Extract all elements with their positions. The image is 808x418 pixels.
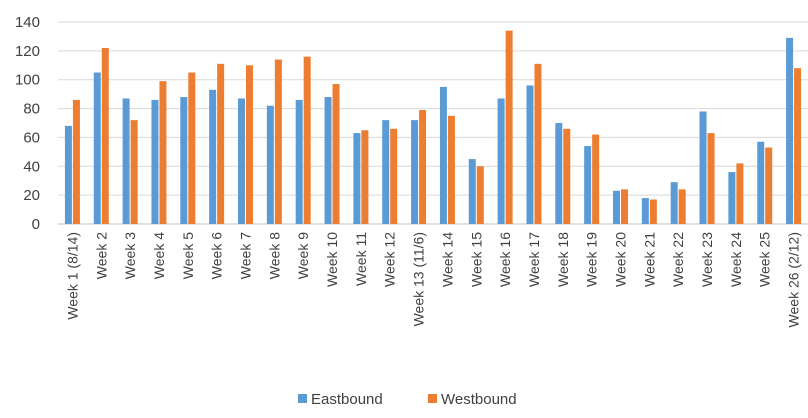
x-tick-label: Week 16	[497, 232, 513, 287]
y-tick-label: 100	[15, 72, 40, 89]
legend-label-eastbound: Eastbound	[311, 391, 383, 408]
bar-westbound	[765, 147, 773, 224]
y-tick-label: 140	[15, 14, 40, 31]
bar-westbound	[534, 63, 542, 224]
x-tick-label: Week 22	[670, 232, 686, 287]
y-tick-label: 120	[15, 43, 40, 60]
bar-eastbound	[584, 146, 592, 224]
bar-eastbound	[64, 125, 72, 224]
x-tick-label: Week 17	[526, 232, 542, 287]
bar-eastbound	[641, 198, 649, 224]
x-tick-label: Week 26 (2/12)	[786, 232, 802, 327]
bar-eastbound	[728, 172, 736, 224]
bar-westbound	[736, 163, 744, 224]
bar-westbound	[101, 47, 109, 224]
legend-swatch-eastbound	[298, 394, 307, 403]
x-tick-label: Week 6	[209, 232, 225, 279]
y-tick-label: 20	[23, 187, 40, 204]
x-tick-label: Week 23	[699, 232, 715, 287]
bar-eastbound	[151, 99, 159, 224]
x-tick-label: Week 13 (11/6)	[411, 232, 427, 326]
x-tick-label: Week 8	[266, 232, 282, 279]
bar-eastbound	[439, 86, 447, 224]
bar-westbound	[303, 56, 311, 224]
x-tick-label: Week 2	[93, 232, 109, 279]
x-axis: Week 1 (8/14) Week 2 Week 3 Week 4 Week 5 Wee…	[64, 232, 801, 328]
x-tick-label: Week 4	[151, 232, 167, 279]
x-tick-label: Week 12	[382, 232, 398, 287]
bar-eastbound	[468, 159, 476, 224]
bar-westbound	[447, 115, 455, 224]
bar-eastbound	[238, 98, 245, 224]
bar-eastbound	[382, 120, 390, 224]
bar-eastbound	[266, 105, 274, 224]
x-tick-label: Week 1 (8/14)	[64, 232, 80, 320]
bar-westbound	[476, 166, 484, 224]
bar-eastbound	[526, 85, 534, 224]
legend-swatch-westbound	[428, 394, 437, 403]
bar-westbound	[678, 189, 686, 224]
bar-eastbound	[353, 133, 361, 224]
bar-westbound	[159, 81, 167, 225]
bar-westbound	[130, 120, 138, 224]
bar-eastbound	[757, 141, 765, 224]
x-tick-label: Week 24	[728, 232, 744, 287]
bar-eastbound	[295, 99, 303, 224]
bar-eastbound	[324, 97, 332, 224]
bar-eastbound	[209, 89, 217, 224]
bar-eastbound	[93, 72, 101, 224]
bar-westbound	[274, 59, 282, 225]
bar-westbound	[794, 68, 802, 225]
bar-eastbound	[411, 120, 419, 224]
x-tick-label: Week 10	[324, 232, 340, 287]
bar-eastbound	[122, 98, 130, 224]
bar-westbound	[332, 84, 340, 225]
x-tick-label: Week 5	[180, 232, 196, 279]
y-tick-label: 0	[32, 216, 40, 233]
bar-eastbound	[497, 98, 505, 224]
bar-westbound	[217, 63, 225, 224]
y-tick-label: 80	[23, 101, 40, 118]
bar-westbound	[592, 134, 600, 224]
y-tick-label: 40	[23, 158, 40, 175]
legend-label-westbound: Westbound	[441, 391, 517, 408]
x-tick-label: Week 7	[238, 232, 254, 279]
x-tick-label: Week 9	[295, 232, 311, 279]
bar-westbound	[361, 130, 369, 224]
bar-westbound	[188, 72, 196, 224]
y-axis: 0 20 40 60 80 100 120 140	[15, 14, 40, 233]
bar-westbound	[649, 199, 657, 224]
x-tick-label: Week 15	[468, 232, 484, 287]
y-tick-label: 60	[23, 129, 40, 146]
bar-westbound	[246, 65, 253, 225]
x-tick-label: Week 20	[613, 232, 629, 287]
bar-eastbound	[613, 190, 620, 224]
bar-westbound	[505, 30, 513, 225]
x-tick-label: Week 21	[641, 232, 657, 287]
x-tick-label: Week 25	[757, 232, 773, 287]
bar-westbound	[707, 133, 715, 224]
x-tick-label: Week 19	[584, 232, 600, 287]
bar-westbound	[72, 99, 80, 224]
x-tick-label: Week 14	[439, 232, 455, 287]
bar-eastbound	[555, 123, 563, 224]
bar-eastbound	[699, 111, 707, 224]
bar-westbound	[621, 189, 628, 224]
legend: Eastbound Westbound	[298, 391, 517, 408]
bar-westbound	[419, 110, 427, 224]
bar-westbound	[390, 128, 398, 224]
bar-eastbound	[180, 97, 188, 224]
bar-westbound	[563, 128, 571, 224]
grid-lines	[58, 21, 808, 225]
bars	[64, 30, 802, 225]
x-tick-label: Week 11	[353, 232, 369, 286]
x-tick-label: Week 3	[122, 232, 138, 279]
x-tick-label: Week 18	[555, 232, 571, 287]
bar-eastbound	[786, 37, 794, 224]
bar-eastbound	[670, 182, 678, 224]
